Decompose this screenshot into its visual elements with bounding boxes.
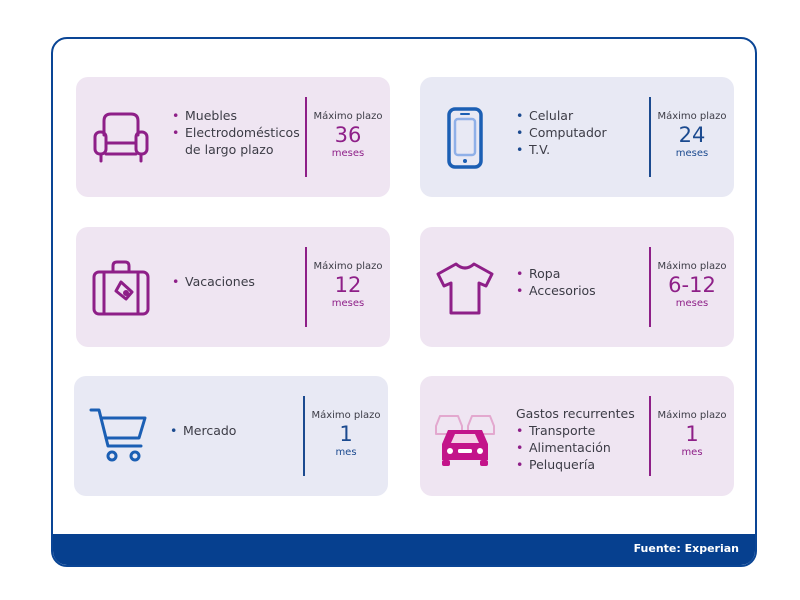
term-unit: meses: [331, 298, 365, 309]
divider: [649, 97, 651, 177]
term-value: 36: [334, 123, 362, 147]
term-value: 24: [678, 123, 706, 147]
suitcase-icon: [92, 260, 150, 316]
term-unit: meses: [675, 298, 709, 309]
term-label: Máximo plazo: [313, 261, 383, 272]
list-item: • Electrodomésticos: [172, 125, 300, 140]
divider: [303, 396, 305, 476]
smartphone-icon: [447, 107, 483, 169]
list-item: • Computador: [516, 125, 607, 140]
list-item: • Peluquería: [516, 457, 595, 472]
cars-icon: [435, 415, 495, 466]
card-electronics: • Celular • Computador • T.V. Máximo plazo …: [420, 77, 734, 197]
card-clothing: • Ropa • Accesorios Máximo plazo 6-12 mese…: [420, 227, 734, 347]
term-value: 12: [334, 273, 362, 297]
list-item: • Mercado: [170, 423, 237, 438]
list-heading: Gastos recurrentes: [516, 406, 635, 421]
term-box: Máximo plazo 24 meses: [652, 110, 732, 160]
term-box: Máximo plazo 36 meses: [308, 110, 388, 160]
divider: [305, 97, 307, 177]
list-item: • Accesorios: [516, 283, 596, 298]
term-label: Máximo plazo: [311, 410, 381, 421]
list-item: • Ropa: [516, 266, 561, 281]
list-item: de largo plazo: [185, 142, 274, 157]
footer-bar: Fuente: Experian: [53, 534, 755, 565]
term-label: Máximo plazo: [657, 410, 727, 421]
term-value: 6-12: [668, 273, 716, 297]
term-label: Máximo plazo: [657, 111, 727, 122]
card-vacations: • Vacaciones Máximo plazo 12 meses: [76, 227, 390, 347]
list-item: • Muebles: [172, 108, 238, 123]
list-item: • Transporte: [516, 423, 596, 438]
term-unit: meses: [675, 148, 709, 159]
card-groceries: • Mercado Máximo plazo 1 mes: [74, 376, 388, 496]
infographic-frame: • Muebles • Electrodomésticos de largo pla…: [51, 37, 757, 567]
tshirt-icon: [436, 262, 494, 315]
armchair-icon: [93, 112, 149, 163]
term-box: Máximo plazo 1 mes: [306, 409, 386, 459]
list-item: • Vacaciones: [172, 274, 255, 289]
card-recurring-expenses: Gastos recurrentes • Transporte • Alimenta…: [420, 376, 734, 496]
card-furniture: • Muebles • Electrodomésticos de largo pla…: [76, 77, 390, 197]
term-value: 1: [685, 422, 699, 446]
list-item: • Celular: [516, 108, 574, 123]
divider: [305, 247, 307, 327]
term-box: Máximo plazo 6-12 meses: [652, 260, 732, 310]
term-unit: mes: [335, 447, 357, 458]
term-box: Máximo plazo 1 mes: [652, 409, 732, 459]
term-value: 1: [339, 422, 353, 446]
source-credit: Fuente: Experian: [633, 542, 739, 555]
term-unit: meses: [331, 148, 365, 159]
term-label: Máximo plazo: [313, 111, 383, 122]
term-label: Máximo plazo: [657, 261, 727, 272]
list-item: • T.V.: [516, 142, 551, 157]
list-item: • Alimentación: [516, 440, 611, 455]
shopping-cart-icon: [89, 408, 147, 462]
divider: [649, 396, 651, 476]
divider: [649, 247, 651, 327]
term-box: Máximo plazo 12 meses: [308, 260, 388, 310]
term-unit: mes: [681, 447, 703, 458]
